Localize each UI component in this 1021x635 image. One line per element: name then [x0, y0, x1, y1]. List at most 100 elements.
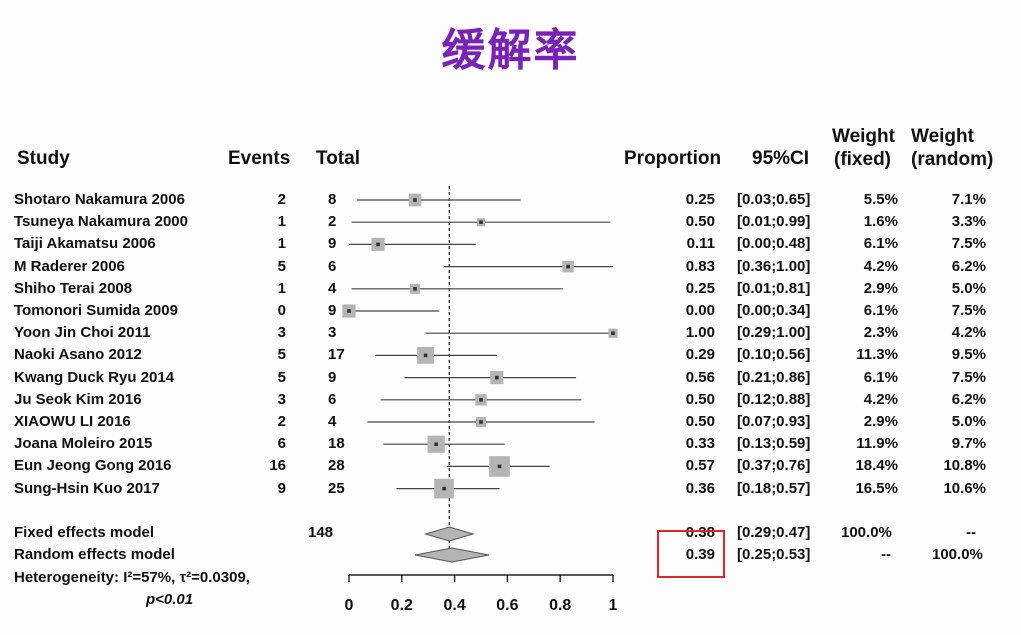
point-estimate — [423, 353, 428, 358]
study-weight-fixed: 6.1% — [863, 369, 898, 386]
study-ci: [0.12;0.88] — [737, 391, 811, 408]
study-events: 6 — [277, 435, 286, 452]
point-estimate — [479, 398, 483, 402]
study-weight-fixed: 2.3% — [863, 324, 898, 341]
fixed-model-total: 148 — [308, 524, 334, 541]
study-events: 5 — [277, 346, 286, 363]
study-name: Tomonori Sumida 2009 — [14, 302, 178, 319]
study-proportion: 0.11 — [686, 235, 715, 252]
study-proportion: 0.50 — [685, 213, 715, 230]
study-events: 2 — [277, 191, 286, 208]
heterogeneity-line2: p<0.01 — [146, 591, 194, 608]
study-events: 1 — [277, 235, 286, 252]
header-events: Events — [228, 148, 291, 169]
study-weight-random: 10.8% — [943, 457, 986, 474]
point-estimate — [566, 264, 570, 269]
study-proportion: 0.50 — [685, 391, 715, 408]
header-study: Study — [17, 148, 70, 169]
study-total: 18 — [328, 435, 345, 452]
study-proportion: 0.00 — [685, 302, 715, 319]
study-weight-fixed: 11.9% — [856, 435, 898, 452]
study-weight-fixed: 6.1% — [863, 235, 898, 252]
study-name: Kwang Duck Ryu 2014 — [14, 369, 175, 386]
study-events: 16 — [269, 457, 286, 474]
point-estimate — [611, 331, 615, 335]
x-tick-label: 0 — [345, 597, 354, 614]
study-weight-random: 7.5% — [951, 369, 986, 386]
study-weight-random: 3.3% — [951, 213, 986, 230]
study-total: 25 — [328, 480, 345, 497]
header-weight-random-line1: Weight — [911, 126, 974, 147]
study-name: Naoki Asano 2012 — [14, 346, 142, 363]
study-weight-random: 9.5% — [951, 346, 986, 363]
fixed-model-label: Fixed effects model — [14, 524, 155, 541]
study-events: 9 — [277, 480, 286, 497]
study-weight-random: 7.5% — [951, 235, 986, 252]
study-proportion: 0.36 — [685, 480, 715, 497]
study-proportion: 1.00 — [685, 324, 715, 341]
study-weight-random: 7.1% — [951, 191, 986, 208]
study-total: 9 — [328, 369, 337, 386]
study-proportion: 0.25 — [685, 280, 715, 297]
point-estimate — [434, 442, 438, 446]
x-tick-label: 0.6 — [496, 597, 518, 614]
study-total: 4 — [328, 413, 337, 430]
study-ci: [0.36;1.00] — [737, 258, 811, 275]
study-ci: [0.10;0.56] — [737, 346, 811, 363]
fixed-model-ci: [0.29;0.47] — [737, 524, 811, 541]
point-estimate — [479, 220, 483, 224]
study-weight-fixed: 5.5% — [863, 191, 898, 208]
study-weight-fixed: 18.4% — [855, 457, 898, 474]
study-proportion: 0.83 — [685, 258, 715, 275]
x-tick-label: 0.8 — [549, 597, 571, 614]
point-estimate — [479, 420, 483, 424]
study-weight-random: 6.2% — [951, 391, 986, 408]
study-ci: [0.01;0.81] — [737, 280, 811, 297]
study-events: 1 — [277, 213, 286, 230]
study-name: Yoon Jin Choi 2011 — [14, 324, 151, 341]
study-weight-random: 9.7% — [951, 435, 986, 452]
study-ci: [0.29;1.00] — [737, 324, 811, 341]
point-estimate — [442, 486, 446, 491]
study-weight-fixed: 4.2% — [863, 391, 898, 408]
study-total: 4 — [328, 280, 337, 297]
study-name: M Raderer 2006 — [14, 258, 125, 275]
study-name: Eun Jeong Gong 2016 — [14, 457, 172, 474]
study-ci: [0.00;0.34] — [737, 302, 811, 319]
random-model-weight-fixed: -- — [881, 546, 891, 563]
heterogeneity-line1: Heterogeneity: I²=57%, τ²=0.0309, — [14, 569, 250, 586]
study-total: 6 — [328, 258, 337, 275]
study-weight-random: 4.2% — [951, 324, 986, 341]
fixed-model-weight-fixed: 100.0% — [841, 524, 892, 541]
study-name: Ju Seok Kim 2016 — [14, 391, 142, 408]
study-total: 8 — [328, 191, 337, 208]
study-ci: [0.00;0.48] — [737, 235, 811, 252]
summary-diamond — [414, 547, 490, 563]
study-name: Taiji Akamatsu 2006 — [14, 235, 156, 252]
header-proportion: Proportion — [624, 148, 722, 169]
x-tick-label: 0.4 — [443, 597, 465, 614]
study-weight-fixed: 16.5% — [855, 480, 898, 497]
x-tick-label: 1 — [609, 597, 618, 614]
study-weight-fixed: 11.3% — [856, 346, 898, 363]
study-weight-random: 6.2% — [951, 258, 986, 275]
study-weight-random: 7.5% — [951, 302, 986, 319]
study-name: Tsuneya Nakamura 2000 — [14, 213, 188, 230]
summary-diamond — [423, 526, 475, 542]
study-total: 9 — [328, 302, 337, 319]
study-weight-fixed: 6.1% — [863, 302, 898, 319]
random-model-proportion: 0.39 — [685, 546, 715, 563]
study-weight-fixed: 4.2% — [863, 258, 898, 275]
header-total: Total — [316, 148, 360, 169]
study-weight-fixed: 2.9% — [863, 413, 898, 430]
study-events: 3 — [277, 324, 286, 341]
study-weight-fixed: 2.9% — [863, 280, 898, 297]
highlight-box — [657, 530, 725, 578]
study-events: 5 — [277, 369, 286, 386]
study-name: XIAOWU LI 2016 — [14, 413, 131, 430]
point-estimate — [376, 242, 380, 247]
point-estimate — [495, 375, 499, 380]
study-ci: [0.03;0.65] — [737, 191, 811, 208]
study-name: Shotaro Nakamura 2006 — [14, 191, 185, 208]
study-weight-fixed: 1.6% — [863, 213, 898, 230]
